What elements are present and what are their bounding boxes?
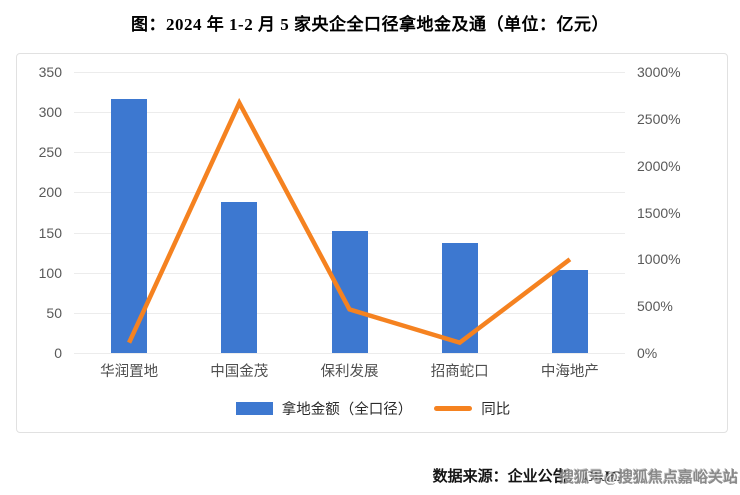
bar-中海地产 — [551, 270, 588, 353]
chart-title: 图：2024 年 1-2 月 5 家央企全口径拿地金及通（单位：亿元） — [131, 15, 609, 34]
gridline — [74, 72, 625, 73]
legend-item-bar: 拿地金额（全口径） — [235, 398, 413, 419]
gridline — [74, 112, 625, 114]
line-series — [127, 97, 572, 346]
line-legend-label: 同比 — [481, 402, 511, 418]
left-axis-tick: 100 — [38, 264, 62, 281]
data-source-text: 数据来源：企业公告、CRIC — [432, 469, 621, 485]
legend: 拿地金额（全口径） 同比 — [17, 398, 729, 419]
bar-华润置地 — [111, 99, 148, 353]
bar-中国金茂 — [221, 202, 258, 353]
legend-item-line: 同比 — [434, 398, 510, 419]
gridline — [74, 192, 625, 194]
right-axis-tick: 1000% — [637, 251, 681, 268]
category-label-招商蛇口: 招商蛇口 — [430, 364, 489, 380]
right-axis-tick: 1500% — [637, 204, 681, 221]
footer: 数据来源：企业公告、CRIC 搜狐号@搜狐焦点嘉峪关站 — [0, 461, 740, 489]
category-label-保利发展: 保利发展 — [320, 364, 379, 380]
bar-保利发展 — [331, 230, 368, 353]
right-axis-tick: 2000% — [637, 157, 681, 174]
line-legend-swatch — [434, 406, 473, 411]
right-axis-tick: 0% — [637, 345, 658, 361]
left-axis-tick: 50 — [46, 304, 62, 321]
right-axis-tick: 500% — [637, 298, 673, 315]
watermark-text: 搜狐号@搜狐焦点嘉峪关站 — [559, 470, 738, 486]
left-axis-tick: 250 — [38, 144, 62, 161]
category-label-中国金茂: 中国金茂 — [210, 364, 269, 380]
right-axis-tick: 3000% — [637, 64, 681, 80]
gridline — [74, 353, 625, 354]
left-axis-tick: 350 — [38, 64, 62, 80]
category-label-中海地产: 中海地产 — [540, 364, 599, 380]
trend-line — [127, 97, 572, 346]
bar-legend-swatch — [235, 402, 273, 415]
chart-panel: 0 50 100 150 200 250 300 350 0% 500% 1000% 1500% 20… — [16, 53, 728, 433]
gridline — [74, 152, 625, 154]
right-axis-tick: 2500% — [637, 110, 681, 127]
category-label-华润置地: 华润置地 — [100, 364, 159, 380]
left-axis-tick: 200 — [38, 184, 62, 201]
left-axis-tick: 300 — [38, 104, 62, 121]
left-axis-tick: 150 — [38, 224, 62, 241]
left-axis-tick: 0 — [54, 345, 62, 361]
bar-legend-label: 拿地金额（全口径） — [281, 402, 413, 418]
